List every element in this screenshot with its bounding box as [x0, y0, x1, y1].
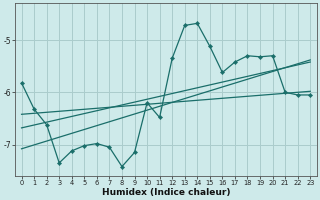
X-axis label: Humidex (Indice chaleur): Humidex (Indice chaleur) [102, 188, 230, 197]
